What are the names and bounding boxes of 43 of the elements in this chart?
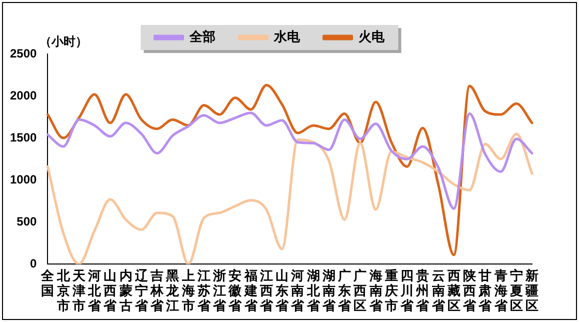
x-tick-label: 青海省	[493, 268, 508, 314]
x-tick-label: 广西区	[352, 268, 367, 314]
x-tick-label: 天津市	[71, 268, 86, 314]
x-tick-label: 河南省	[290, 268, 306, 314]
x-tick-label: 江西省	[258, 268, 274, 314]
x-tick-label: 浙江省	[212, 268, 228, 314]
x-tick-label: 黑龙江	[165, 268, 180, 314]
x-tick-label: 贵州省	[415, 268, 430, 314]
x-tick-label: 安徽省	[228, 268, 243, 314]
y-tick-label: 1500	[10, 130, 38, 144]
x-tick-label: 海南省	[368, 268, 384, 314]
x-tick-label: 广东省	[337, 268, 352, 314]
x-tick-label: 河北省	[87, 268, 102, 314]
x-tick-label: 云南省	[430, 268, 446, 314]
legend-label: 火电	[357, 29, 386, 44]
x-tick-label: 重庆市	[384, 268, 398, 314]
y-axis-title: （小时）	[40, 34, 88, 48]
x-tick-label: 福建省	[243, 268, 258, 314]
x-tick-label: 湖南省	[321, 268, 336, 314]
x-tick-label: 辽宁省	[134, 268, 149, 314]
x-tick-label: 内蒙古	[118, 268, 132, 314]
x-tick-label: 吉林省	[150, 268, 165, 314]
legend-label: 全部	[188, 29, 216, 44]
x-tick-label: 新疆区	[524, 268, 538, 314]
line-series	[46, 112, 534, 210]
y-tick-label: 2500	[10, 46, 38, 60]
y-tick-label: 0	[30, 256, 38, 270]
x-tick-label: 西藏区	[446, 268, 460, 314]
x-tick-label: 山西省	[102, 268, 118, 314]
x-tick-label: 山东省	[274, 268, 290, 314]
x-tick-label: 四川省	[400, 268, 415, 314]
y-tick-label: 2000	[10, 88, 38, 102]
x-tick-label: 宁夏区	[508, 268, 523, 314]
x-tick-label: 江苏省	[196, 268, 212, 314]
x-tick-label: 全国	[40, 268, 56, 298]
legend-label: 水电	[272, 29, 301, 44]
x-tick-label: 湖北省	[306, 268, 321, 314]
x-tick-label: 北京市	[56, 268, 71, 314]
x-tick-label: 甘肃省	[478, 268, 493, 314]
x-tick-label: 上海市	[180, 268, 195, 314]
x-tick-label: 陕西省	[462, 268, 478, 314]
y-tick-label: 500	[16, 214, 38, 228]
y-tick-label: 1000	[10, 172, 38, 186]
